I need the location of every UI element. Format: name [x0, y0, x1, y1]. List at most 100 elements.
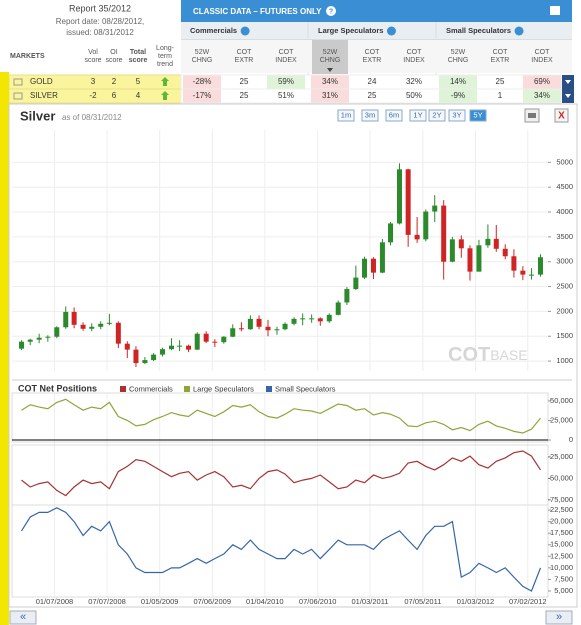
candle-body: [379, 242, 385, 273]
help-icon[interactable]: [326, 6, 336, 16]
range-button[interactable]: [448, 109, 466, 122]
candle-body: [151, 354, 157, 361]
legend-label: Commercials: [129, 384, 173, 393]
range-label: 1m: [341, 110, 351, 119]
candle-body: [89, 326, 95, 329]
market-name[interactable]: GOLD: [30, 77, 53, 86]
column-header: Vol: [88, 49, 98, 56]
x-tick-label: 07/05/2011: [404, 597, 441, 606]
market-name[interactable]: SILVER: [30, 91, 58, 100]
report-title: Report 35/2012: [69, 3, 131, 13]
nav-next[interactable]: [545, 610, 573, 625]
range-label: 3Y: [452, 110, 461, 119]
x-tick-label: 01/04/2010: [246, 597, 284, 606]
column-header: COT: [365, 49, 381, 56]
column-header: CHNG: [320, 57, 341, 64]
title-bar: [181, 0, 572, 22]
cell-bg: [183, 75, 221, 89]
candle-body: [71, 311, 77, 325]
column-header: score: [84, 57, 101, 64]
print-glyph: [528, 113, 536, 118]
candle-body: [529, 274, 535, 276]
y-tick-label: 15,000: [550, 540, 573, 549]
cell: 4: [136, 91, 141, 100]
candle-body: [388, 223, 394, 243]
cell: -2: [89, 91, 97, 100]
column-header: OI: [110, 49, 117, 56]
candle-body: [203, 333, 209, 342]
close-button[interactable]: [554, 108, 569, 123]
candle-body: [247, 318, 253, 330]
nav-prev[interactable]: [9, 610, 37, 625]
candle-body: [133, 349, 139, 364]
cell-bg: [311, 89, 349, 103]
candle-body: [362, 258, 368, 278]
cell: 50%: [406, 91, 422, 100]
y-tick-label: 50,000: [550, 396, 573, 405]
range-button[interactable]: [469, 109, 487, 122]
column-header: CHNG: [192, 57, 213, 64]
print-icon[interactable]: [550, 6, 560, 15]
group-label: Commercials: [190, 26, 237, 35]
group-label: Large Speculators: [318, 26, 383, 35]
legend-swatch: [184, 386, 190, 392]
row-arrow: [565, 80, 571, 84]
x-tick-label: 01/05/2009: [141, 597, 179, 606]
watermark-part: BASE: [490, 347, 527, 363]
column-header: COT: [407, 49, 423, 56]
cell: 25: [240, 91, 249, 100]
range-button[interactable]: [361, 109, 379, 122]
cell: -9%: [451, 91, 465, 100]
help-icon[interactable]: [514, 26, 524, 36]
range-button[interactable]: [337, 109, 355, 122]
candle-body: [238, 328, 244, 330]
candle-body: [160, 349, 166, 355]
candle-body: [537, 257, 543, 275]
group-header: [181, 22, 572, 40]
cell: 32%: [406, 77, 422, 86]
y-tick-label: -75,000: [548, 495, 573, 504]
column-header: EXTR: [363, 57, 382, 64]
cell: 69%: [534, 77, 550, 86]
candle-body: [458, 239, 464, 249]
line-series: [20, 507, 542, 592]
y-tick-label: 4000: [556, 207, 573, 216]
cell: 14%: [450, 77, 466, 86]
cell: 1: [498, 91, 503, 100]
range-button[interactable]: [385, 109, 403, 122]
help-icon[interactable]: [240, 26, 250, 36]
y-tick-label: 5000: [556, 157, 573, 166]
candle-body: [45, 336, 51, 338]
line-series: [21, 450, 542, 497]
y-tick-label: 2500: [556, 282, 573, 291]
column-header: 52W: [195, 49, 210, 56]
x-tick-label: 07/06/2009: [193, 597, 231, 606]
candle-body: [353, 277, 359, 290]
cell: -28%: [193, 77, 212, 86]
cell-bg: [439, 75, 477, 89]
candle-body: [317, 318, 323, 322]
candle-body: [441, 205, 447, 262]
column-header: COT: [535, 49, 551, 56]
legend-label: Large Speculators: [193, 384, 254, 393]
candle-body: [502, 248, 508, 257]
help-icon[interactable]: [386, 26, 396, 36]
candle-body: [63, 311, 69, 328]
y-tick-label: 4500: [556, 182, 573, 191]
candle-body: [370, 258, 376, 273]
cell-bg: [523, 75, 561, 89]
column-header: EXTR: [491, 57, 510, 64]
range-button[interactable]: [409, 109, 427, 122]
column-header: MARKETS: [10, 53, 45, 60]
column-header: term: [158, 53, 172, 60]
group-labels: Commercials Large Speculators Small Specul…: [190, 26, 524, 36]
x-tick-label: 01/07/2008: [36, 597, 74, 606]
y-tick-label: 0: [569, 435, 573, 444]
legend-swatch: [266, 386, 272, 392]
candle-body: [256, 318, 262, 327]
y-tick-label: 5,000: [554, 586, 573, 595]
x-tick-label: 01/03/2011: [352, 597, 389, 606]
range-button[interactable]: [428, 109, 446, 122]
plots: 01/07/2008 07/07/2008 01/05/2009 07/06/2009…: [11, 130, 573, 606]
report-issued: issued: 08/31/2012: [66, 28, 134, 37]
